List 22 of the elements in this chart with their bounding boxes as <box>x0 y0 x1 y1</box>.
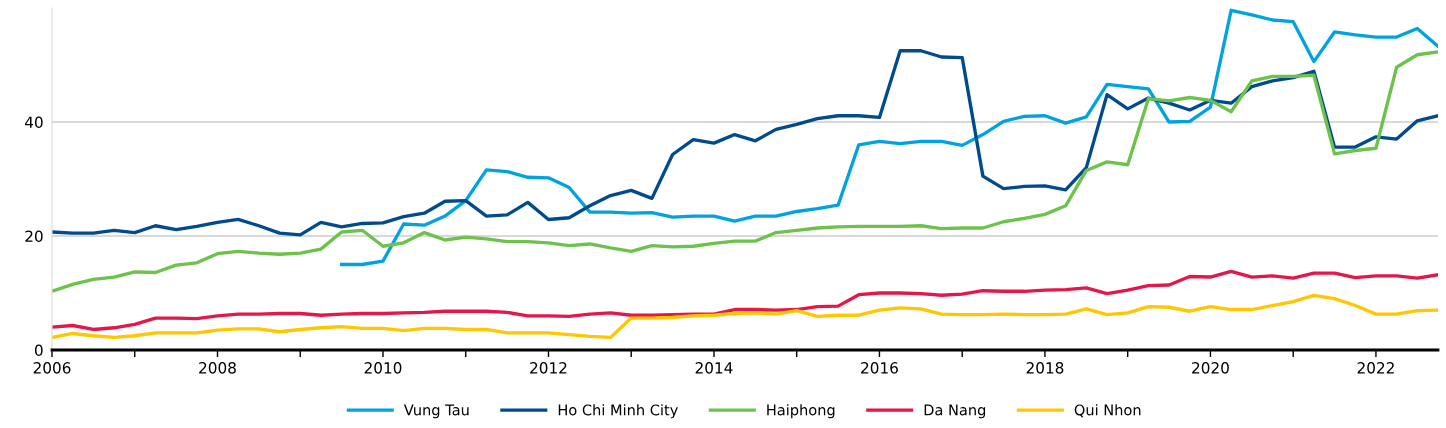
y-tick-label: 0 <box>34 344 43 357</box>
legend-label: Ho Chi Minh City <box>558 404 678 419</box>
x-tick-label: 2008 <box>199 362 236 374</box>
y-tick-label: 20 <box>25 230 43 243</box>
legend-label: Vung Tau <box>403 404 469 419</box>
line-series <box>52 49 1438 237</box>
line-series <box>339 8 1438 267</box>
line-series <box>52 50 1438 293</box>
line-series <box>52 293 1438 340</box>
x-tick-label: 2016 <box>861 362 898 374</box>
legend-label: Haiphong <box>767 404 835 419</box>
legend-label: Da Nang <box>924 404 986 419</box>
line-series <box>52 269 1438 332</box>
x-tick-label: 2014 <box>695 362 733 374</box>
x-tick-label: 2020 <box>1192 362 1229 374</box>
x-tick-label: 2006 <box>33 362 71 374</box>
x-tick-label: 2018 <box>1026 362 1064 374</box>
x-tick-label: 2022 <box>1357 362 1394 374</box>
y-tick-label: 40 <box>24 116 43 129</box>
x-tick-label: 2010 <box>364 362 402 374</box>
legend-label: Qui Nhon <box>1074 404 1141 418</box>
x-tick-label: 2012 <box>530 362 567 374</box>
